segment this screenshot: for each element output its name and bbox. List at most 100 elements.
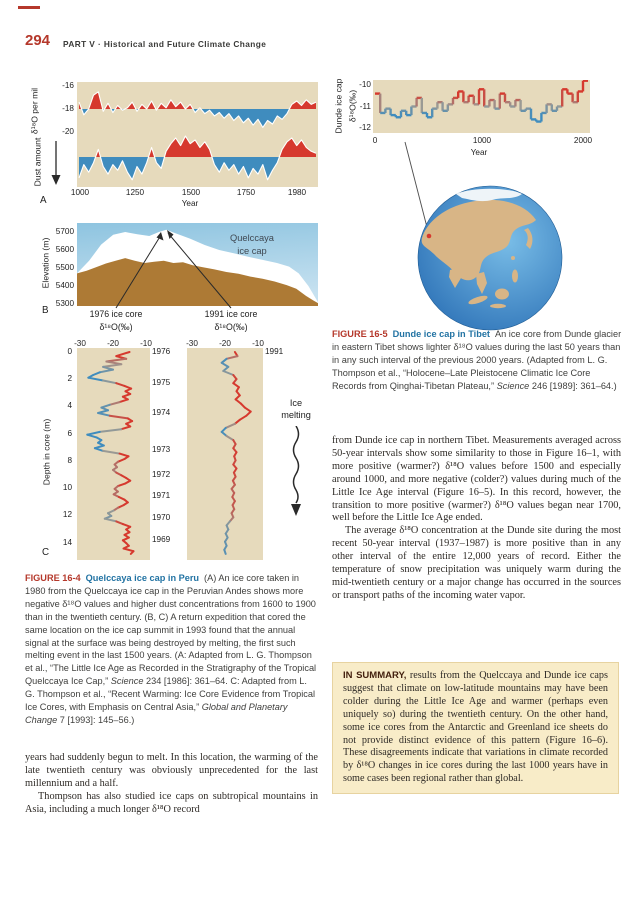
year-mark: 1976 — [152, 347, 171, 356]
part-label: PART V — [63, 39, 96, 49]
axis-tick: 5500 — [55, 263, 74, 272]
core-1976-subtitle: δ¹⁸O(‰) — [99, 322, 133, 332]
axis-tick: -20 — [107, 339, 119, 348]
axis-tick: -12 — [359, 123, 371, 132]
left-column-body: years had suddenly begun to melt. In thi… — [25, 752, 318, 817]
ice-melting-label-line2: melting — [281, 410, 311, 420]
figure-16-4-text: (A) An ice core taken in 1980 from the Q… — [25, 573, 317, 725]
axis-label-dunde-line1: Dunde ice cap — [333, 78, 344, 134]
axis-tick: 5600 — [55, 245, 74, 254]
java-island — [490, 303, 506, 309]
axis-tick: -10 — [140, 339, 152, 348]
axis-tick: -20 — [62, 127, 74, 136]
axis-label-dust: Dust amount — [32, 137, 43, 187]
part-separator: · — [97, 39, 102, 49]
axis-tick: 1000 — [472, 136, 492, 145]
quelccaya-timeseries-chart — [77, 82, 318, 187]
paragraph: The average δ¹⁸O concentration at the Du… — [332, 525, 621, 601]
year-mark: 1970 — [152, 513, 171, 522]
right-column-body: from Dunde ice cap in northern Tibet. Me… — [332, 435, 621, 603]
depth-tick: 8 — [67, 456, 72, 465]
globe-asia-locator — [417, 185, 563, 331]
axis-tick: -18 — [62, 104, 74, 113]
axis-tick: 2000 — [573, 136, 593, 145]
icecap-annotation-line1: Quelccaya — [230, 233, 274, 243]
site-pointer-line — [404, 141, 430, 236]
paragraph: years had suddenly begun to melt. In thi… — [25, 752, 318, 789]
depth-tick: 4 — [67, 401, 72, 410]
taiwan-island — [511, 256, 515, 260]
dunde-step-chart — [373, 80, 590, 133]
panel-label-a: A — [40, 195, 47, 206]
core-1976-profile-chart — [77, 348, 150, 560]
core-1991-title: 1991 ice core — [204, 309, 258, 319]
year-mark: 1971 — [152, 491, 171, 500]
axis-tick: 1000 — [70, 188, 90, 197]
figure-16-4-tag: FIGURE 16-4 — [25, 573, 81, 583]
axis-tick: 5300 — [55, 299, 74, 308]
axis-tick: -30 — [74, 339, 86, 348]
depth-tick: 12 — [62, 510, 72, 519]
axis-tick: 1250 — [125, 188, 145, 197]
axis-tick: 1980 — [287, 188, 307, 197]
axis-tick: -20 — [219, 339, 231, 348]
in-summary-box: IN SUMMARY, results from the Quelccaya a… — [332, 662, 619, 795]
axis-tick: 0 — [372, 136, 378, 145]
axis-label-year: Year — [181, 199, 199, 208]
part-title: Historical and Future Climate Change — [103, 39, 267, 49]
axis-tick: 1500 — [181, 188, 201, 197]
axis-label-d18o: δ¹⁸O per mil — [29, 87, 40, 135]
icecap-annotation-line2: ice cap — [237, 246, 267, 256]
year-mark: 1972 — [152, 470, 171, 479]
philippines-islands — [512, 269, 518, 283]
arctic-ice-cap — [456, 188, 522, 202]
japan-islands — [524, 228, 533, 249]
figure-16-4-caption: FIGURE 16-4 Quelccaya ice cap in Peru (A) … — [25, 572, 318, 727]
borneo-island — [495, 288, 509, 300]
summary-lead: IN SUMMARY, — [343, 670, 407, 681]
dunde-site-dot — [426, 233, 432, 239]
year-mark: 1974 — [152, 408, 171, 417]
panel-label-c: C — [42, 547, 50, 558]
axis-tick: -11 — [359, 102, 371, 111]
axis-tick: -10 — [252, 339, 264, 348]
depth-tick: 14 — [62, 538, 72, 547]
figure-16-5-title: Dunde ice cap in Tibet — [392, 329, 490, 339]
axis-tick: 5400 — [55, 281, 74, 290]
paragraph: from Dunde ice cap in northern Tibet. Me… — [332, 435, 621, 524]
figure-16-4-title: Quelccaya ice cap in Peru — [85, 573, 200, 583]
india-landmass — [449, 267, 462, 288]
year-mark: 1975 — [152, 378, 171, 387]
year-mark: 1973 — [152, 445, 171, 454]
ice-melting-label-line1: Ice — [289, 398, 303, 408]
paragraph: Thompson has also studied ice caps on su… — [25, 790, 318, 815]
core-1991-subtitle: δ¹⁸O(‰) — [214, 322, 248, 332]
ice-melting-wavy-arrow-icon — [291, 426, 301, 516]
axis-tick: -30 — [186, 339, 198, 348]
year-mark: 1991 — [265, 347, 284, 356]
indochina-landmass — [476, 272, 487, 294]
year-mark: 1969 — [152, 535, 171, 544]
asia-landmass — [421, 199, 536, 281]
page-number: 294 — [25, 32, 51, 49]
axis-tick: -10 — [359, 80, 371, 89]
depth-tick: 0 — [67, 347, 72, 356]
figure-16-5-caption: FIGURE 16-5 Dunde ice cap in Tibet An ice … — [332, 328, 624, 393]
depth-tick: 2 — [67, 374, 72, 383]
axis-label-year: Year — [470, 148, 488, 157]
core-site-arrows-icon — [115, 230, 232, 309]
figure-16-5-tag: FIGURE 16-5 — [332, 329, 388, 339]
page-trim-mark — [18, 6, 40, 9]
core-1976-title: 1976 ice core — [89, 309, 143, 319]
figure-16-5-text: An ice core from Dunde glacier in easter… — [332, 329, 622, 391]
axis-tick: 1750 — [236, 188, 256, 197]
axis-label-depth: Depth in core (m) — [41, 418, 52, 486]
running-head: PART V · Historical and Future Climate C… — [63, 40, 266, 48]
sumatra-island — [468, 295, 488, 305]
axis-tick: 5700 — [55, 227, 74, 236]
summary-text: results from the Quelccaya and Dunde ice… — [343, 670, 608, 785]
axis-tick: -16 — [62, 81, 74, 90]
depth-tick: 10 — [62, 483, 72, 492]
depth-tick: 6 — [67, 429, 72, 438]
